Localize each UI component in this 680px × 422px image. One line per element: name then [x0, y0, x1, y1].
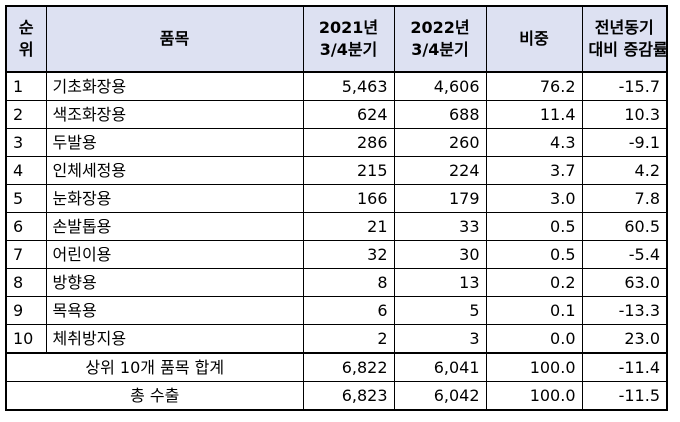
share-cell: 0.1	[485, 296, 583, 325]
change-cell: -15.7	[581, 71, 668, 101]
item-cell: 두발용	[45, 128, 304, 157]
change-cell: 4.2	[581, 156, 668, 185]
table-row: 4 인체세정용 215 224 3.7 4.2	[5, 156, 668, 185]
table-row: 5 눈화장용 166 179 3.0 7.8	[5, 184, 668, 213]
share-cell: 4.3	[485, 128, 583, 157]
value-2022-cell: 224	[393, 156, 487, 185]
item-cell: 체취방지용	[45, 324, 304, 354]
value-2022-cell: 33	[393, 212, 487, 241]
summary-row-total: 총 수출 6,823 6,042 100.0 -11.5	[5, 381, 668, 411]
table-row: 2 색조화장용 624 688 11.4 10.3	[5, 100, 668, 129]
change-cell: -5.4	[581, 240, 668, 269]
share-cell: 76.2	[485, 71, 583, 101]
rank-cell: 6	[5, 212, 47, 241]
value-2021-cell: 32	[302, 240, 395, 269]
header-share: 비중	[485, 5, 583, 73]
total-2021-cell: 6,823	[302, 381, 395, 411]
table-row: 7 어린이용 32 30 0.5 -5.4	[5, 240, 668, 269]
total-change-cell: -11.5	[581, 381, 668, 411]
header-rank: 순 위	[5, 5, 47, 73]
value-2022-cell: 13	[393, 268, 487, 297]
rank-cell: 9	[5, 296, 47, 325]
value-2022-cell: 179	[393, 184, 487, 213]
value-2021-cell: 2	[302, 324, 395, 354]
item-cell: 인체세정용	[45, 156, 304, 185]
summary-row-top10: 상위 10개 품목 합계 6,822 6,041 100.0 -11.4	[5, 352, 668, 382]
total-2022-cell: 6,042	[393, 381, 487, 411]
table-row: 9 목욕용 6 5 0.1 -13.3	[5, 296, 668, 325]
summary-label: 상위 10개 품목 합계	[5, 352, 304, 382]
total-label: 총 수출	[5, 381, 304, 411]
header-row: 순 위 품목 2021년 3/4분기 2022년 3/4분기 비중 전년동기 대…	[5, 5, 668, 73]
header-2021-line2: 3/4분기	[319, 40, 378, 59]
value-2021-cell: 8	[302, 268, 395, 297]
value-2022-cell: 30	[393, 240, 487, 269]
change-cell: -9.1	[581, 128, 668, 157]
change-cell: 63.0	[581, 268, 668, 297]
header-change-line1: 전년동기	[594, 18, 654, 37]
header-2022-line1: 2022년	[410, 18, 470, 37]
header-change: 전년동기 대비 증감률	[581, 5, 668, 73]
value-2022-cell: 3	[393, 324, 487, 354]
summary-share-cell: 100.0	[485, 352, 583, 382]
value-2021-cell: 215	[302, 156, 395, 185]
summary-change-cell: -11.4	[581, 352, 668, 382]
value-2021-cell: 166	[302, 184, 395, 213]
share-cell: 0.2	[485, 268, 583, 297]
export-table: 순 위 품목 2021년 3/4분기 2022년 3/4분기 비중 전년동기 대…	[5, 5, 668, 411]
value-2021-cell: 286	[302, 128, 395, 157]
rank-cell: 7	[5, 240, 47, 269]
item-cell: 목욕용	[45, 296, 304, 325]
table-row: 8 방향용 8 13 0.2 63.0	[5, 268, 668, 297]
item-cell: 기초화장용	[45, 71, 304, 101]
share-cell: 0.5	[485, 212, 583, 241]
header-2022-line2: 3/4분기	[411, 40, 469, 59]
header-item: 품목	[45, 5, 304, 73]
rank-cell: 2	[5, 100, 47, 129]
share-cell: 11.4	[485, 100, 583, 129]
value-2022-cell: 688	[393, 100, 487, 129]
table-row: 6 손발톱용 21 33 0.5 60.5	[5, 212, 668, 241]
table-row: 10 체취방지용 2 3 0.0 23.0	[5, 324, 668, 354]
rank-cell: 3	[5, 128, 47, 157]
rank-cell: 1	[5, 71, 47, 101]
header-change-line2: 대비 증감률	[588, 40, 667, 59]
change-cell: 10.3	[581, 100, 668, 129]
value-2021-cell: 624	[302, 100, 395, 129]
table-row: 1 기초화장용 5,463 4,606 76.2 -15.7	[5, 71, 668, 101]
item-cell: 어린이용	[45, 240, 304, 269]
change-cell: -13.3	[581, 296, 668, 325]
rank-cell: 10	[5, 324, 47, 354]
share-cell: 3.7	[485, 156, 583, 185]
rank-cell: 4	[5, 156, 47, 185]
header-rank-line1: 순	[18, 18, 34, 37]
share-cell: 0.5	[485, 240, 583, 269]
change-cell: 23.0	[581, 324, 668, 354]
total-share-cell: 100.0	[485, 381, 583, 411]
header-2021: 2021년 3/4분기	[302, 5, 395, 73]
share-cell: 0.0	[485, 324, 583, 354]
share-cell: 3.0	[485, 184, 583, 213]
value-2022-cell: 5	[393, 296, 487, 325]
value-2022-cell: 4,606	[393, 71, 487, 101]
item-cell: 색조화장용	[45, 100, 304, 129]
change-cell: 7.8	[581, 184, 668, 213]
summary-2022-cell: 6,041	[393, 352, 487, 382]
header-2022: 2022년 3/4분기	[393, 5, 487, 73]
item-cell: 방향용	[45, 268, 304, 297]
item-cell: 손발톱용	[45, 212, 304, 241]
header-2021-line1: 2021년	[318, 18, 379, 37]
value-2021-cell: 6	[302, 296, 395, 325]
summary-2021-cell: 6,822	[302, 352, 395, 382]
rank-cell: 8	[5, 268, 47, 297]
change-cell: 60.5	[581, 212, 668, 241]
value-2021-cell: 21	[302, 212, 395, 241]
rank-cell: 5	[5, 184, 47, 213]
value-2021-cell: 5,463	[302, 71, 395, 101]
value-2022-cell: 260	[393, 128, 487, 157]
header-rank-line2: 위	[18, 40, 34, 59]
table-row: 3 두발용 286 260 4.3 -9.1	[5, 128, 668, 157]
item-cell: 눈화장용	[45, 184, 304, 213]
